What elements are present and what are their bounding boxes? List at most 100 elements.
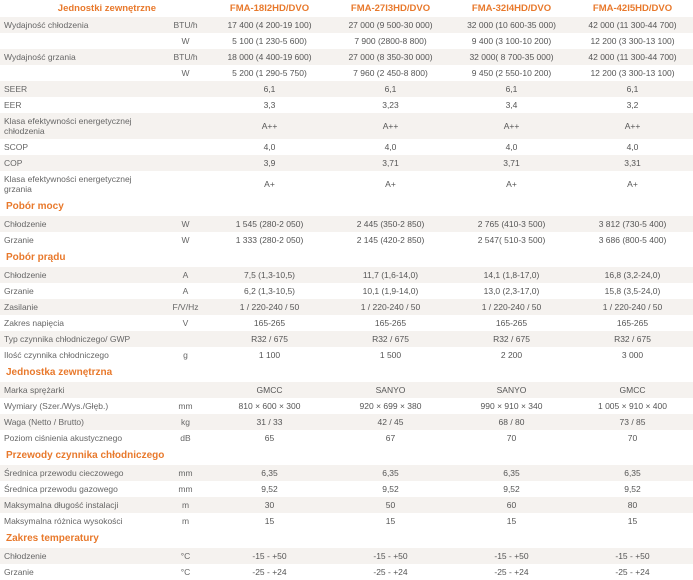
row-value: 6,1 [209,81,330,97]
row-value: A++ [572,113,693,139]
row-value: 2 145 (420-2 850) [330,232,451,248]
table-row: Wymiary (Szer./Wys./Głęb.)mm810 × 600 × … [0,398,693,414]
row-unit: °C [162,548,209,564]
row-unit: W [162,216,209,232]
row-value: 3,23 [330,97,451,113]
row-value: 10,1 (1,9-14,0) [330,283,451,299]
table-row: ChłodzenieW1 545 (280-2 050)2 445 (350-2… [0,216,693,232]
row-label: SCOP [0,139,162,155]
row-value: R32 / 675 [572,331,693,347]
row-value: 3 000 [572,347,693,363]
row-label: Średnica przewodu cieczowego [0,465,162,481]
row-unit [162,155,209,171]
row-label: Grzanie [0,283,162,299]
row-value: 7 960 (2 450-8 800) [330,65,451,81]
row-label: Waga (Netto / Brutto) [0,414,162,430]
row-value: 13,0 (2,3-17,0) [451,283,572,299]
row-label: SEER [0,81,162,97]
row-unit: W [162,65,209,81]
row-value: 6,2 (1,3-10,5) [209,283,330,299]
row-value: 920 × 699 × 380 [330,398,451,414]
row-value: 50 [330,497,451,513]
row-value: R32 / 675 [209,331,330,347]
row-value: 27 000 (9 500-30 000) [330,17,451,33]
row-unit [162,113,209,139]
row-label: Ilość czynnika chłodniczego [0,347,162,363]
row-value: 1 545 (280-2 050) [209,216,330,232]
row-value: 165-265 [572,315,693,331]
row-value: 165-265 [330,315,451,331]
row-label: Wymiary (Szer./Wys./Głęb.) [0,398,162,414]
table-row: ChłodzenieA7,5 (1,3-10,5)11,7 (1,6-14,0)… [0,267,693,283]
row-value: 1 500 [330,347,451,363]
row-value: 3,2 [572,97,693,113]
row-label [0,65,162,81]
table-row: Marka sprężarkiGMCCSANYOSANYOGMCC [0,382,693,398]
row-value: 4,0 [209,139,330,155]
row-value: A+ [451,171,572,197]
row-label: Maksymalna długość instalacji [0,497,162,513]
row-value: 17 400 (4 200-19 100) [209,17,330,33]
row-value: 1 100 [209,347,330,363]
table-row: GrzanieA6,2 (1,3-10,5)10,1 (1,9-14,0)13,… [0,283,693,299]
row-value: -25 - +24 [330,564,451,580]
row-label: Chłodzenie [0,548,162,564]
row-value: 6,1 [451,81,572,97]
section-heading: Pobór prądu [0,248,693,267]
row-value: 3,9 [209,155,330,171]
row-value: -15 - +50 [330,548,451,564]
row-value: 32 000 (10 600-35 000) [451,17,572,33]
row-value: 3 812 (730-5 400) [572,216,693,232]
header-model-1: FMA-27I3HD/DVO [330,0,451,17]
row-value: 165-265 [209,315,330,331]
table-row: Klasa efektywności energetycznej grzania… [0,171,693,197]
row-value: 6,1 [572,81,693,97]
row-value: 9,52 [572,481,693,497]
table-row: Średnica przewodu gazowegomm9,529,529,52… [0,481,693,497]
row-value: 9 400 (3 100-10 200) [451,33,572,49]
row-value: 2 445 (350-2 850) [330,216,451,232]
row-value: 9,52 [451,481,572,497]
row-unit: W [162,33,209,49]
row-value: 1 / 220-240 / 50 [209,299,330,315]
row-label: Zakres napięcia [0,315,162,331]
row-label: Marka sprężarki [0,382,162,398]
row-unit: W [162,232,209,248]
section-heading: Pobór mocy [0,197,693,216]
row-value: 70 [572,430,693,446]
row-value: 73 / 85 [572,414,693,430]
row-label: Poziom ciśnienia akustycznego [0,430,162,446]
header-model-2: FMA-32I4HD/DVO [451,0,572,17]
table-row: Średnica przewodu cieczowegomm6,356,356,… [0,465,693,481]
spec-table: Jednostki zewnętrzne FMA-18I2HD/DVO FMA-… [0,0,693,580]
row-value: 65 [209,430,330,446]
row-value: R32 / 675 [451,331,572,347]
row-value: -25 - +24 [209,564,330,580]
header-unit [162,0,209,17]
row-value: 14,1 (1,8-17,0) [451,267,572,283]
table-row: Maksymalna różnica wysokościm15151515 [0,513,693,529]
row-value: 7,5 (1,3-10,5) [209,267,330,283]
row-value: 1 / 220-240 / 50 [572,299,693,315]
header-row-title: Jednostki zewnętrzne [0,0,162,17]
row-value: 5 200 (1 290-5 750) [209,65,330,81]
row-value: 27 000 (8 350-30 000) [330,49,451,65]
table-row: Zakres napięciaV165-265165-265165-265165… [0,315,693,331]
section-heading: Jednostka zewnętrzna [0,363,693,382]
row-value: 2 200 [451,347,572,363]
row-label: Wydajność chłodzenia [0,17,162,33]
row-unit [162,382,209,398]
row-value: 2 765 (410-3 500) [451,216,572,232]
row-value: 15 [209,513,330,529]
row-value: 6,1 [330,81,451,97]
row-unit: °C [162,564,209,580]
row-value: A++ [209,113,330,139]
row-value: 1 / 220-240 / 50 [330,299,451,315]
row-value: -15 - +50 [451,548,572,564]
row-value: A+ [209,171,330,197]
row-value: 67 [330,430,451,446]
row-unit [162,81,209,97]
row-unit [162,97,209,113]
row-value: -25 - +24 [451,564,572,580]
table-row: SCOP4,04,04,04,0 [0,139,693,155]
